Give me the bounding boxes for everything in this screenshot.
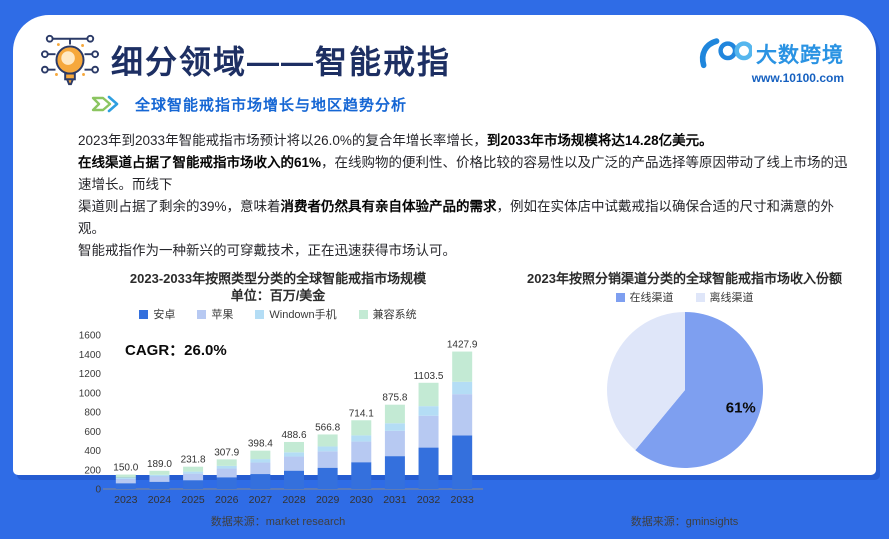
header: 细分领域——智能戒指 大数跨境 www.10100.com: [13, 15, 876, 89]
svg-text:2031: 2031: [383, 494, 407, 506]
svg-text:1600: 1600: [79, 331, 102, 342]
section-header: 全球智能戒指市场增长与地区趋势分析: [91, 93, 876, 115]
legend-swatch-icon: [197, 309, 207, 319]
double-arrow-icon: [91, 95, 119, 113]
intro-text: ，例如在实体店中试戴戒指以确保合适的尺寸和满意的外观。: [78, 199, 835, 236]
intro-text: 智能戒指作为一种新兴的可穿戴技术，正在迅速获得市场认可。: [78, 243, 456, 258]
intro-text: ，在线购物的便利性、价格比较的容易性以及广泛的产品选择等原因带动了线上市场的迅速…: [78, 155, 848, 192]
intro-line: 在线渠道占据了智能戒指市场收入的61%，在线购物的便利性、价格比较的容易性以及广…: [78, 152, 858, 196]
svg-text:875.8: 875.8: [382, 393, 407, 404]
legend-label: 在线渠道: [629, 292, 674, 304]
intro-text: 2023年到2033年智能戒指市场预计将以26.0%的复合年增长率增长，: [78, 133, 487, 148]
svg-text:2029: 2029: [316, 494, 340, 506]
svg-text:150.0: 150.0: [113, 463, 138, 474]
intro-line: 智能戒指作为一种新兴的可穿戴技术，正在迅速获得市场认可。: [78, 240, 858, 262]
svg-text:200: 200: [84, 465, 101, 476]
svg-text:800: 800: [84, 408, 101, 419]
intro-text: 到2033年市场规模将达14.28亿美元。: [486, 133, 713, 148]
svg-text:2030: 2030: [350, 494, 374, 506]
section-title: 全球智能戒指市场增长与地区趋势分析: [135, 96, 408, 114]
legend-swatch-icon: [139, 309, 149, 319]
legend-item: 在线渠道: [615, 290, 674, 304]
intro-text: 渠道则占据了剩余的39%，意味着: [78, 199, 281, 214]
pie-chart: 61%: [606, 312, 763, 468]
svg-text:2023: 2023: [114, 494, 138, 506]
svg-text:2025: 2025: [181, 494, 205, 506]
svg-text:1200: 1200: [79, 369, 102, 380]
svg-text:189.0: 189.0: [147, 459, 172, 470]
intro-text: 消费者仍然具有亲自体验产品的需求: [280, 199, 497, 214]
charts-row: 2023-2033年按照类型分类的全球智能戒指市场规模 单位：百万/美金 安卓 苹…: [13, 262, 876, 539]
legend-swatch-icon: [695, 292, 705, 302]
logo-100-icon: [699, 38, 752, 69]
slide-card: 细分领域——智能戒指 大数跨境 www.10100.com 全球智能戒指市场增长…: [13, 15, 876, 528]
svg-text:0: 0: [95, 485, 101, 496]
legend-label: 苹果: [211, 309, 234, 321]
legend-item: 安卓: [139, 307, 175, 321]
intro-text: 在线渠道占据了智能戒指市场收入的61%: [78, 155, 322, 170]
intro-line: 渠道则占据了剩余的39%，意味着消费者仍然具有亲自体验产品的需求，例如在实体店中…: [78, 196, 858, 240]
legend-label: 兼容系统: [372, 309, 417, 321]
legend-label: Windown手机: [269, 309, 337, 321]
pie-chart-source: 数据来源：gminsights: [630, 516, 739, 528]
svg-text:2026: 2026: [215, 494, 239, 506]
pie-chart-panel: 2023年按照分销渠道分类的全球智能戒指市场收入份额 在线渠道 离线渠道 61% …: [503, 270, 866, 539]
bar-chart-unit-label: 单位：百万/美金: [230, 288, 326, 303]
svg-text:600: 600: [84, 427, 101, 438]
bar-chart-title: 2023-2033年按照类型分类的全球智能戒指市场规模: [129, 271, 427, 286]
svg-text:1427.9: 1427.9: [447, 340, 478, 351]
intro-line: 2023年到2033年智能戒指市场预计将以26.0%的复合年增长率增长，到203…: [78, 130, 858, 152]
legend-swatch-icon: [255, 309, 265, 319]
svg-text:CAGR：26.0%: CAGR：26.0%: [125, 342, 227, 359]
svg-text:2033: 2033: [451, 494, 475, 506]
intro-paragraph: 2023年到2033年智能戒指市场预计将以26.0%的复合年增长率增长，到203…: [78, 130, 858, 262]
svg-text:2027: 2027: [249, 494, 273, 506]
svg-text:61%: 61%: [725, 400, 755, 417]
legend-item: 兼容系统: [358, 307, 417, 321]
page-title: 细分领域——智能戒指: [111, 44, 452, 80]
svg-text:714.1: 714.1: [349, 408, 374, 419]
pie-chart-title: 2023年按照分销渠道分类的全球智能戒指市场收入份额: [527, 271, 842, 286]
legend-item: 苹果: [197, 307, 233, 321]
svg-text:1000: 1000: [79, 388, 102, 399]
bar-chart-source: 数据来源：market research: [210, 516, 346, 528]
svg-text:2032: 2032: [417, 494, 441, 506]
logo-url: www.10100.com: [751, 71, 844, 85]
svg-text:2028: 2028: [282, 494, 306, 506]
lightbulb-circuit-icon: [41, 34, 99, 86]
svg-text:400: 400: [84, 446, 101, 457]
svg-text:231.8: 231.8: [181, 455, 206, 466]
svg-text:2024: 2024: [148, 494, 172, 506]
brand-logo: 大数跨境 www.10100.com: [694, 35, 850, 85]
pie-chart-legend: 在线渠道 离线渠道: [503, 290, 866, 304]
bar-chart-panel: 2023-2033年按照类型分类的全球智能戒指市场规模 单位：百万/美金 安卓 苹…: [53, 270, 503, 539]
svg-text:488.6: 488.6: [281, 430, 306, 441]
svg-text:566.8: 566.8: [315, 422, 340, 433]
svg-text:307.9: 307.9: [214, 447, 239, 458]
svg-text:1400: 1400: [79, 350, 102, 361]
svg-text:398.4: 398.4: [248, 439, 273, 450]
legend-item: 离线渠道: [695, 290, 754, 304]
stacked-bar-chart: 0 200 400 600 800 1000 1200 1400 1600 150.0 2023 18…: [79, 331, 483, 506]
legend-swatch-icon: [358, 309, 368, 319]
legend-label: 离线渠道: [709, 292, 754, 304]
svg-text:1103.5: 1103.5: [414, 371, 444, 382]
logo-text: 大数跨境: [756, 44, 844, 67]
legend-label: 安卓: [153, 309, 176, 321]
bar-chart-legend: 安卓 苹果 Windown手机 兼容系统: [53, 307, 503, 321]
legend-item: Windown手机: [255, 307, 337, 321]
legend-swatch-icon: [615, 292, 625, 302]
